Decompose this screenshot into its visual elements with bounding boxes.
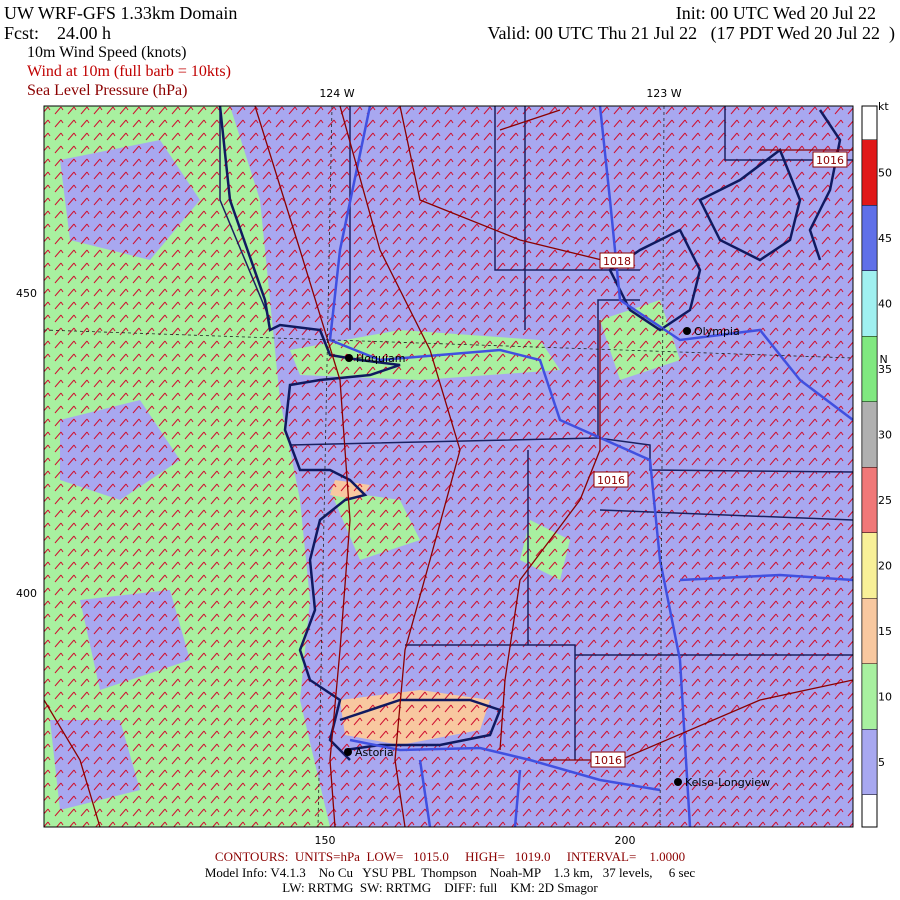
x-label: 200 [615, 834, 636, 847]
contour-label: 1018 [603, 255, 631, 268]
contour-label: 1016 [594, 754, 622, 767]
contour-label-box [590, 751, 626, 768]
wind-label: Wind at 10m (full barb = 10kts) [27, 63, 231, 80]
colorbar-tick-label: 35 [878, 363, 892, 376]
pressure-label: Sea Level Pressure (hPa) [27, 82, 187, 99]
pressure-contours [44, 106, 853, 827]
colorbar-tick-label: 30 [878, 429, 892, 442]
contour-label-box [593, 471, 629, 488]
colorbar-swatch [861, 663, 878, 730]
colorbar-swatch [861, 270, 878, 337]
wind-barbs [44, 106, 853, 827]
city-marker [345, 354, 353, 362]
contour-label-box [599, 252, 635, 269]
city-label: Olympia [694, 325, 740, 338]
colorbar-tick-label: 40 [878, 298, 892, 311]
model-info: Model Info: V4.1.3 No Cu YSU PBL Thompso… [205, 865, 695, 880]
city-marker [683, 327, 691, 335]
coastline [218, 106, 842, 761]
colorbar-swatch [861, 139, 878, 206]
rivers [328, 106, 853, 827]
colorbar-swatch [861, 532, 878, 599]
colorbar-swatch [861, 729, 878, 795]
lon-label: 123 W [646, 87, 681, 100]
colorbar-tick-label: 15 [878, 625, 892, 638]
city-label: Kelso-Longview [685, 776, 770, 789]
colorbar-swatch [861, 336, 878, 402]
colorbar-swatch [861, 598, 878, 664]
contour-info: CONTOURS: UNITS=hPa LOW= 1015.0 HIGH= 10… [215, 849, 685, 864]
field-label: 10m Wind Speed (knots) [27, 44, 187, 61]
title: UW WRF-GFS 1.33km Domain [4, 3, 237, 23]
colorbar-tick-label: 50 [878, 167, 892, 180]
y-label: 450 [16, 287, 37, 300]
city-label: Astoria [355, 746, 394, 759]
forecast-hour: Fcst: 24.00 h [4, 23, 111, 43]
colorbar-tick-label: 25 [878, 494, 892, 507]
colorbar-swatch [861, 467, 878, 533]
valid-time: Valid: 00 UTC Thu 21 Jul 22 (17 PDT Wed … [487, 23, 895, 44]
contour-label: 1016 [597, 474, 625, 487]
city-marker [674, 778, 682, 786]
city-marker [344, 748, 352, 756]
x-label: 150 [315, 834, 336, 847]
colorbar-swatch [861, 401, 878, 468]
init-time: Init: 00 UTC Wed 20 Jul 22 [676, 3, 876, 23]
lon-label: 124 W [319, 87, 354, 100]
colorbar-tick-label: 20 [878, 560, 892, 573]
contour-label-box [812, 151, 848, 168]
colorbar-tick-label: 45 [878, 232, 892, 245]
colorbar-tick-label: 5 [878, 756, 885, 769]
y-label: 400 [16, 587, 37, 600]
map-area [44, 106, 853, 827]
colorbar-swatch [861, 205, 878, 271]
graticule [44, 106, 853, 827]
physics-info: LW: RRTMG SW: RRTMG DIFF: full KM: 2D Sm… [282, 880, 598, 895]
plot-frame [43, 105, 854, 828]
colorbar-unit: kt [878, 100, 889, 113]
contour-label: 1016 [816, 154, 844, 167]
colorbar-tick-label: 10 [878, 691, 892, 704]
city-label: Hoquiam [356, 352, 405, 365]
